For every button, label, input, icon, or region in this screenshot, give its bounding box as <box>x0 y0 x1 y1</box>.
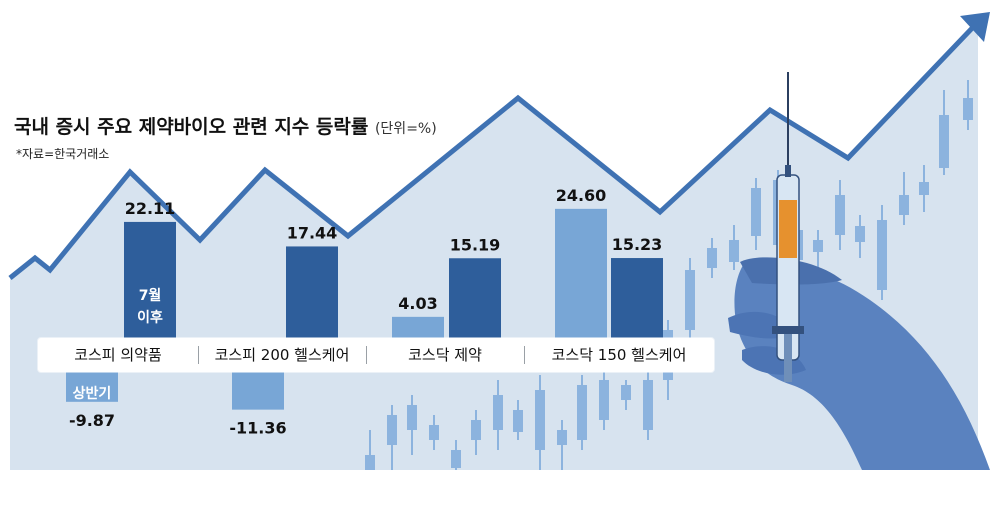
value-label-h2-0: 22.11 <box>125 199 176 218</box>
category-separator <box>366 346 367 364</box>
value-label-h1-0: -9.87 <box>69 411 115 430</box>
bar-h1-2 <box>392 316 444 338</box>
value-label-h2-1: 17.44 <box>287 223 338 242</box>
category-label-kosdaq-pharma: 코스닥 제약 <box>408 346 482 364</box>
candle-body <box>707 248 717 268</box>
candle-body <box>471 420 481 440</box>
candle-body <box>685 270 695 330</box>
candle-body <box>365 455 375 470</box>
chart-title-text: 국내 증시 주요 제약바이오 관련 지수 등락률 <box>14 116 369 138</box>
candle-body <box>557 430 567 445</box>
chart-title: 국내 증시 주요 제약바이오 관련 지수 등락률 (단위=%) <box>14 112 437 139</box>
bar-h1-0 <box>66 372 118 402</box>
candle-body <box>643 380 653 430</box>
value-label-h2-2: 15.19 <box>450 235 501 254</box>
candle-body <box>535 390 545 450</box>
candle-body <box>493 395 503 430</box>
trend-arrow-line <box>8 20 980 280</box>
bar-h1-1 <box>232 372 284 410</box>
source-note: *자료=한국거래소 <box>16 147 110 161</box>
candle-body <box>387 415 397 445</box>
bar-h2-0 <box>124 221 176 338</box>
category-separator <box>198 346 199 364</box>
candle-body <box>621 385 631 400</box>
legend-label-h2-line: 7월 <box>139 287 162 304</box>
value-label-h1-3: 24.60 <box>556 186 607 205</box>
syringe-hub <box>785 165 791 177</box>
candle-body <box>577 385 587 440</box>
candle-body <box>513 410 523 432</box>
bottom-margin <box>0 470 999 506</box>
bar-h2-3 <box>611 258 663 338</box>
category-separator <box>524 346 525 364</box>
value-label-h1-1: -11.36 <box>229 419 286 438</box>
syringe-plunger <box>784 334 792 382</box>
legend-label-h1: 상반기 <box>73 385 112 402</box>
candle-body <box>835 195 845 235</box>
legend-label-h2-line: 이후 <box>137 309 163 326</box>
candle-body <box>751 188 761 236</box>
value-label-layer: -9.87 -11.36 4.03 24.60 22.11 17.44 15.19 15.23… <box>69 186 662 438</box>
bar-h1-3 <box>555 208 607 338</box>
category-label-kospi-pharma: 코스피 의약품 <box>74 346 162 364</box>
unit-label: (단위=%) <box>374 121 437 137</box>
candle-body <box>963 98 973 120</box>
candle-body <box>451 450 461 468</box>
trend-arrow-head <box>960 12 990 42</box>
candle-body <box>729 240 739 262</box>
candle-body <box>939 115 949 168</box>
value-label-h2-3: 15.23 <box>612 235 663 254</box>
candle-body <box>599 380 609 420</box>
category-label-kosdaq150-healthcare: 코스닥 150 헬스케어 <box>551 346 687 364</box>
bar-h2-1 <box>286 246 338 338</box>
candle-body <box>877 220 887 290</box>
candle-body <box>919 182 929 195</box>
candle-body <box>855 226 865 242</box>
candle-body <box>407 405 417 430</box>
bar-h2-2 <box>449 258 501 338</box>
value-label-h1-2: 4.03 <box>398 294 437 313</box>
category-label-band: 코스피 의약품 코스피 200 헬스케어 코스닥 제약 코스닥 150 헬스케어 <box>38 338 714 372</box>
candle-body <box>813 240 823 252</box>
bar-layer <box>66 208 663 410</box>
category-label-kospi200-healthcare: 코스피 200 헬스케어 <box>214 346 350 364</box>
candle-body <box>429 425 439 440</box>
syringe-flange <box>772 326 804 334</box>
candle-body <box>899 195 909 215</box>
syringe-illustration <box>728 72 990 470</box>
syringe-liquid <box>779 200 797 258</box>
